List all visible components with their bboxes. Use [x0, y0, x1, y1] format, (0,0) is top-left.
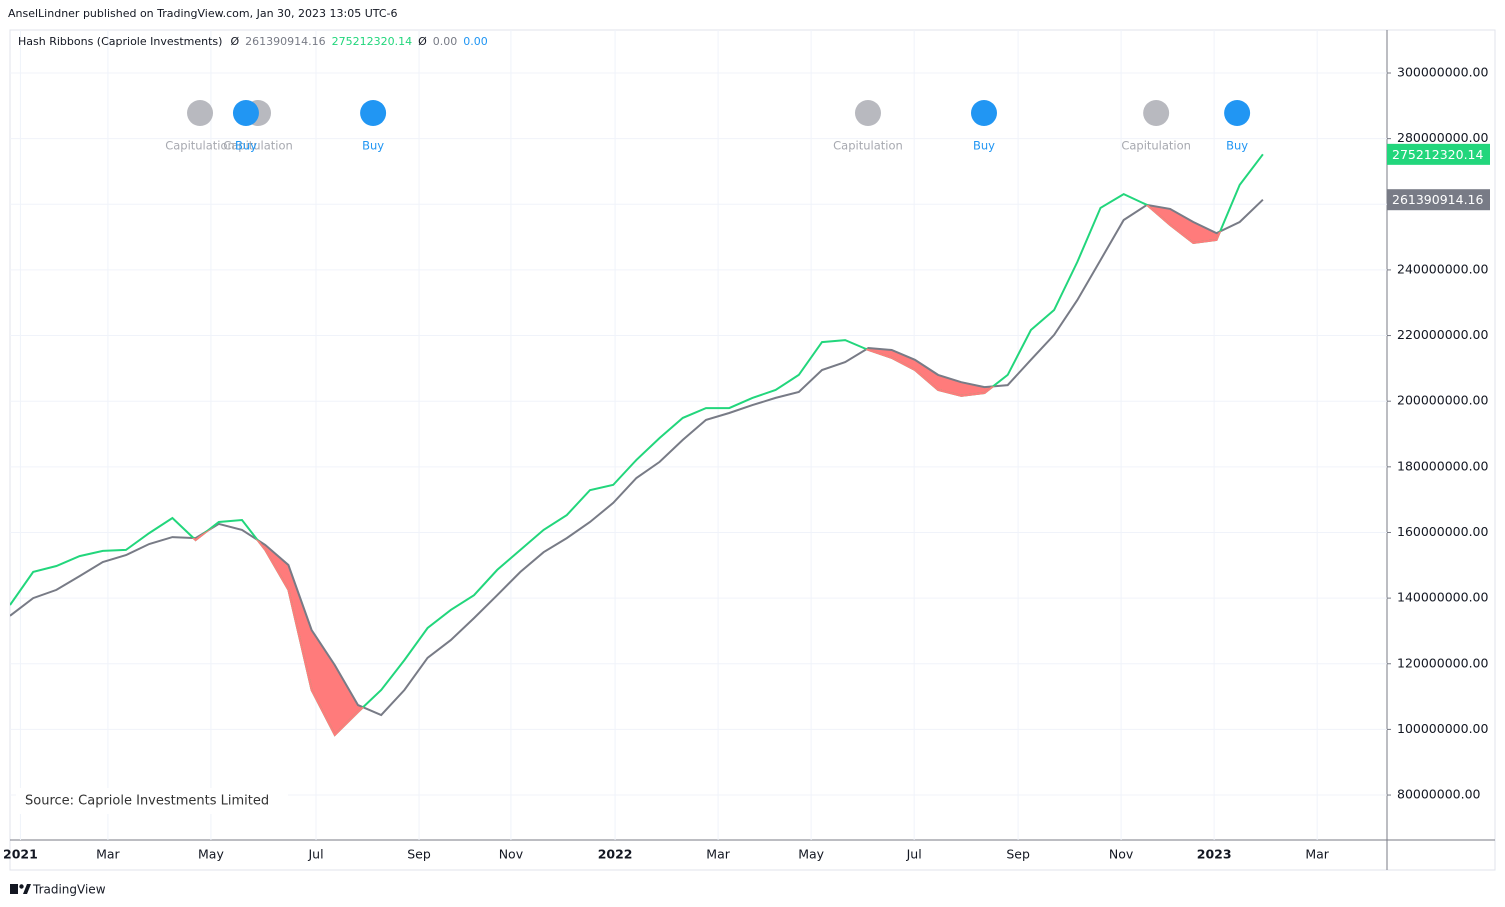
- y-tick-label: 140000000.00: [1397, 590, 1489, 605]
- y-tick-label: 240000000.00: [1397, 261, 1489, 276]
- price-tag-label: 275212320.14: [1392, 147, 1484, 162]
- x-tick-label: 2021: [3, 847, 38, 862]
- x-tick-label: Jul: [906, 847, 922, 862]
- legend-value: 261390914.16: [245, 35, 325, 48]
- source: Source: Capriole Investments Limited: [25, 794, 269, 809]
- x-tick-label: Sep: [407, 847, 431, 862]
- capitulation-fill: [10, 199, 1263, 735]
- signal-label: Buy: [362, 139, 384, 153]
- y-tick-label: 80000000.00: [1397, 787, 1481, 802]
- legend-value: Ø: [418, 35, 427, 48]
- price-tag: [1387, 143, 1490, 165]
- y-tick-label: 160000000.00: [1397, 524, 1489, 539]
- signal-marker: [187, 100, 214, 126]
- series-line: [10, 198, 1264, 717]
- brand-logo: [10, 884, 31, 894]
- brand: TradingView: [32, 883, 106, 897]
- y-tick-label: 300000000.00: [1397, 64, 1489, 79]
- x-tick-label: May: [198, 847, 224, 862]
- signal-label: Buy: [1226, 139, 1248, 153]
- grid: [10, 30, 1387, 840]
- legend-value: Ø: [230, 35, 239, 48]
- price-tag: [1387, 189, 1490, 211]
- signal-label: Buy: [973, 139, 995, 153]
- y-tick-label: 100000000.00: [1397, 721, 1489, 736]
- signal-marker: [232, 100, 259, 126]
- signal-label: Capitulation: [223, 139, 293, 153]
- bear-group: [10, 199, 1263, 737]
- signal-marker: [360, 100, 387, 126]
- frame: [9, 29, 1496, 871]
- indicator-name: Hash Ribbons (Capriole Investments): [18, 35, 222, 48]
- signal-label: Capitulation: [833, 139, 903, 153]
- source-box: [16, 788, 288, 814]
- y-tick-label: 220000000.00: [1397, 327, 1489, 342]
- y-tick-label: 280000000.00: [1397, 130, 1489, 145]
- x-tick-label: Mar: [1305, 847, 1329, 862]
- x-tick-label: Mar: [706, 847, 730, 862]
- signal-marker: [854, 100, 881, 126]
- signal-marker: [970, 100, 997, 126]
- signal-label: Buy: [235, 139, 257, 153]
- signal-marker: [1224, 100, 1251, 126]
- legend: Hash Ribbons (Capriole Investments) Ø 261…: [18, 35, 488, 48]
- publisher: AnselLindner published on TradingView.co…: [8, 7, 398, 20]
- x-tick-label: Sep: [1006, 847, 1030, 862]
- fill-group: [10, 199, 1263, 735]
- legend-value: 0.00: [433, 35, 458, 48]
- legend-value: 275212320.14: [332, 35, 412, 48]
- legend-value: 0.00: [463, 35, 488, 48]
- x-tick-label: Nov: [499, 847, 524, 862]
- series-line: [10, 153, 1264, 737]
- x-tick-label: May: [798, 847, 824, 862]
- y-tick-label: 200000000.00: [1397, 393, 1489, 408]
- x-tick-label: Jul: [307, 847, 323, 862]
- x-tick-label: Mar: [96, 847, 120, 862]
- signal-label: Capitulation: [1121, 139, 1191, 153]
- signal-marker: [1143, 100, 1170, 126]
- price-tag-label: 261390914.16: [1392, 192, 1484, 207]
- bear-line: [10, 199, 1263, 737]
- x-tick-label: Nov: [1109, 847, 1134, 862]
- signal-label: Capitulation: [165, 139, 235, 153]
- x-tick-label: 2022: [598, 847, 633, 862]
- y-tick-label: 120000000.00: [1397, 655, 1489, 670]
- y-tick-label: 180000000.00: [1397, 458, 1489, 473]
- x-tick-label: 2023: [1197, 847, 1232, 862]
